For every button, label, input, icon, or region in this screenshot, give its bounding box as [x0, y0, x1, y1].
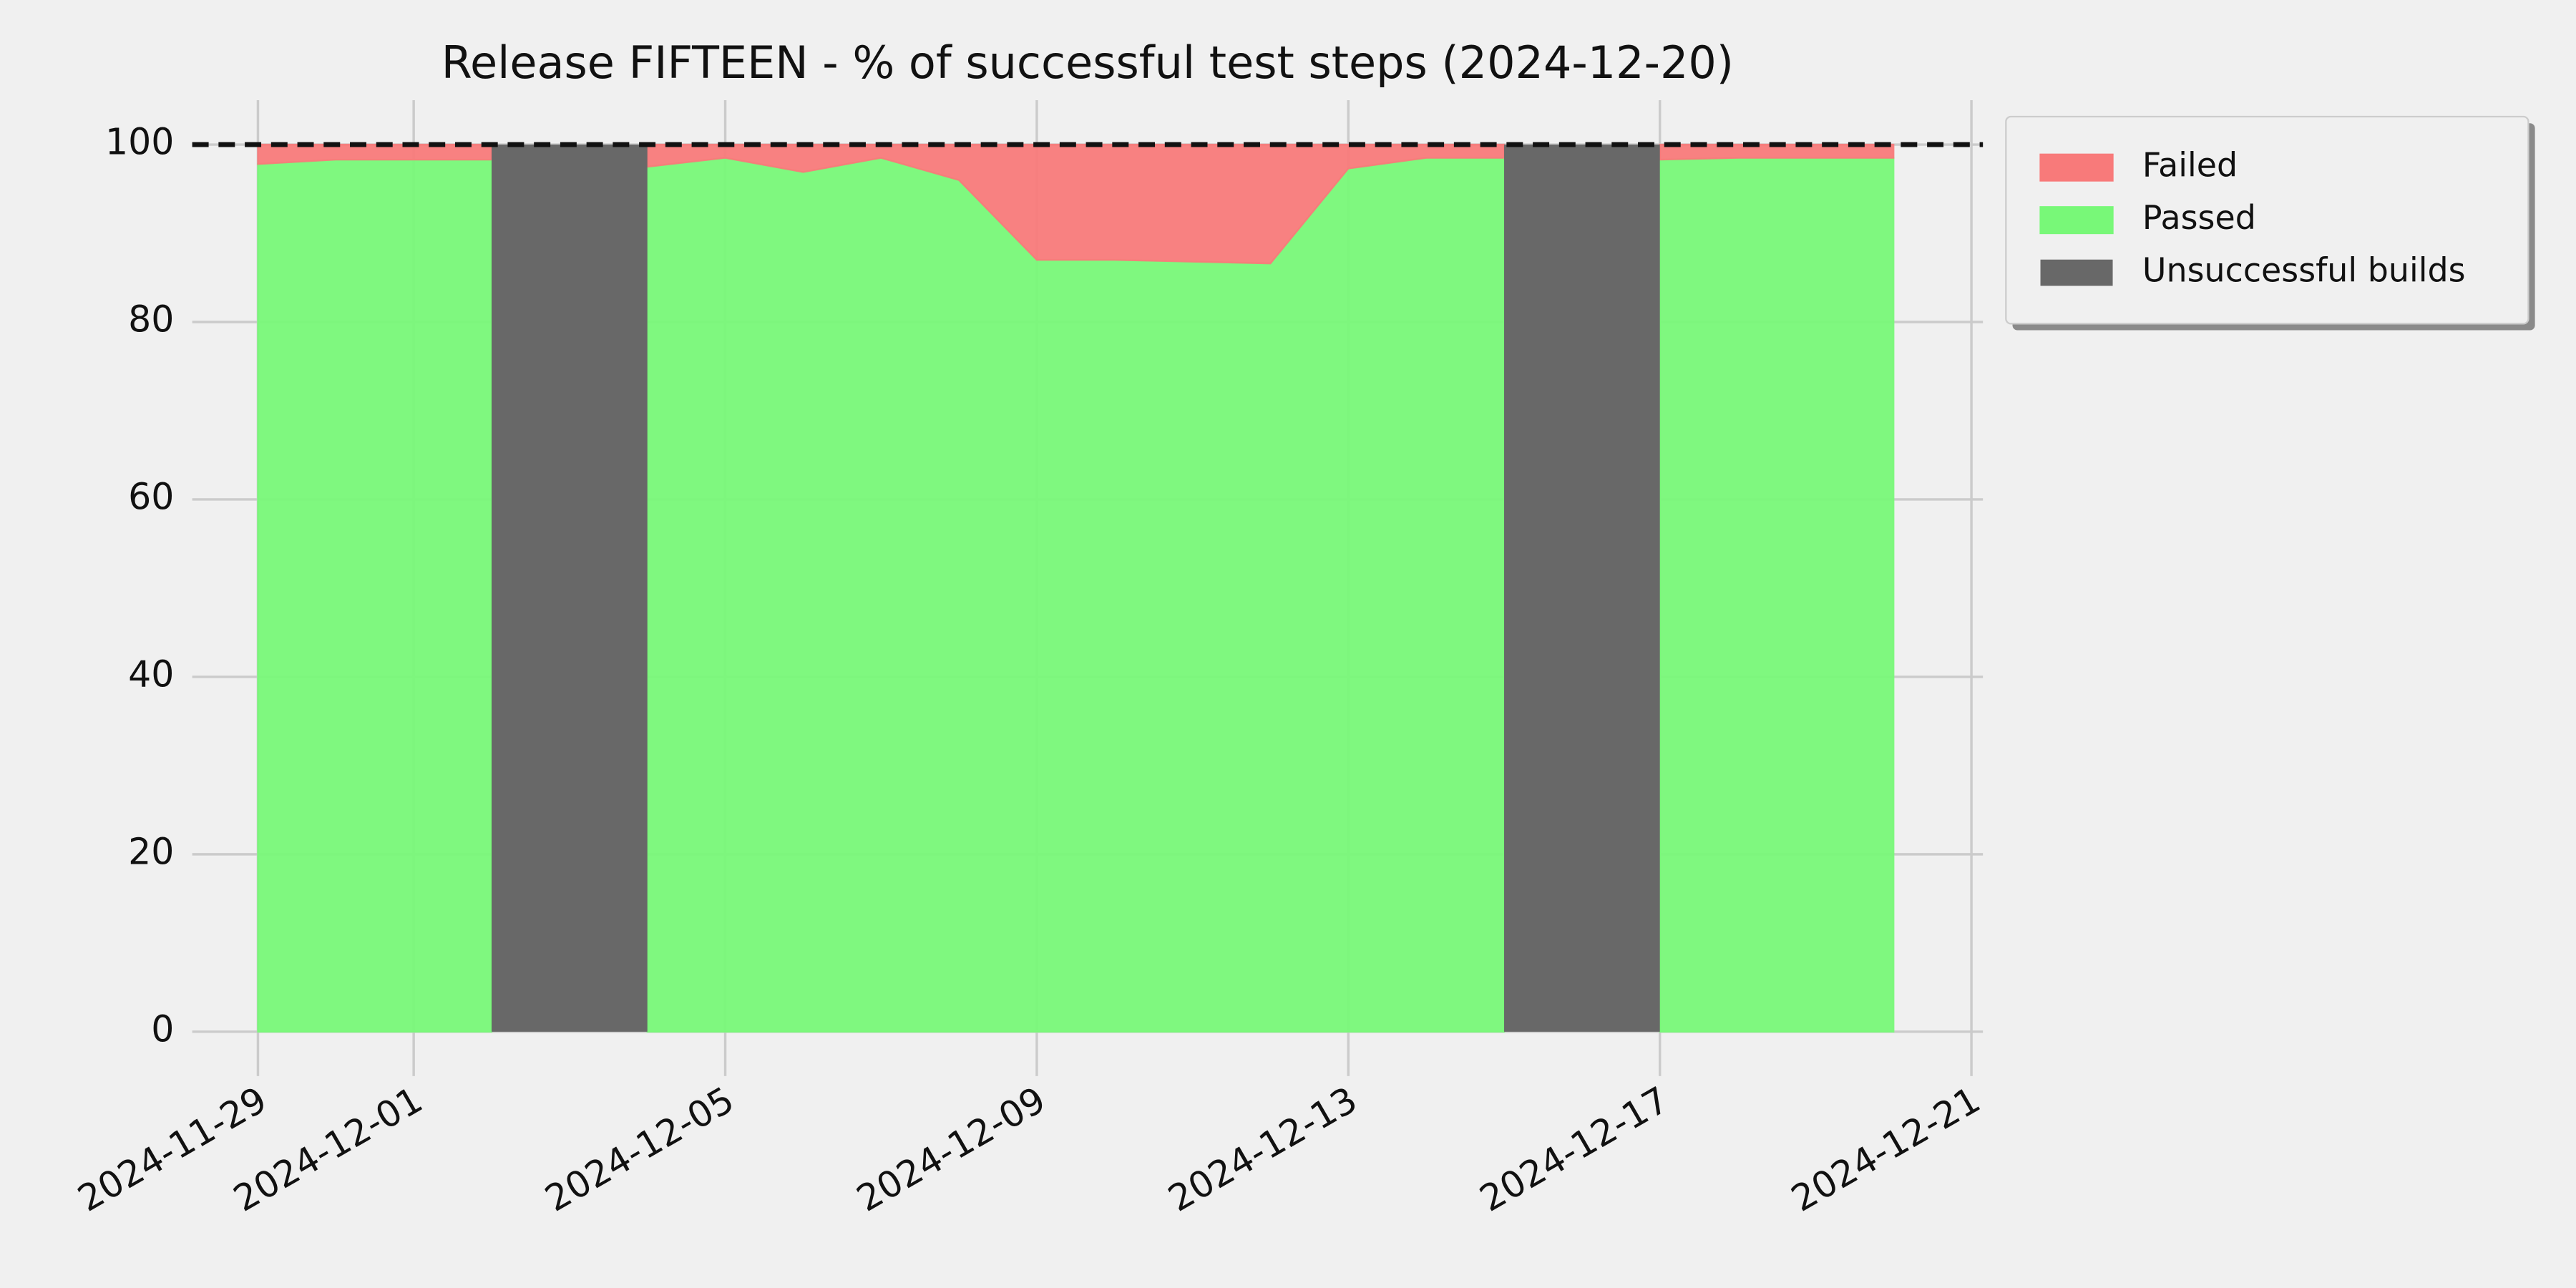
legend [2005, 115, 2529, 325]
y-tick-label: 20 [128, 830, 174, 872]
legend-swatch [2039, 153, 2114, 182]
y-tick-label: 40 [128, 653, 174, 695]
legend-swatch [2039, 206, 2114, 235]
y-tick-label: 0 [151, 1008, 174, 1050]
legend-label: Failed [2142, 146, 2238, 185]
legend-label: Passed [2142, 198, 2256, 237]
legend-swatch [2040, 259, 2113, 286]
y-tick-label: 60 [128, 475, 174, 517]
y-tick-label: 80 [128, 298, 174, 341]
chart-title: Release FIFTEEN - % of successful test s… [441, 36, 1734, 89]
area [492, 145, 1660, 1032]
y-tick-label: 100 [105, 121, 174, 163]
legend-label: Unsuccessful builds [2142, 251, 2466, 290]
